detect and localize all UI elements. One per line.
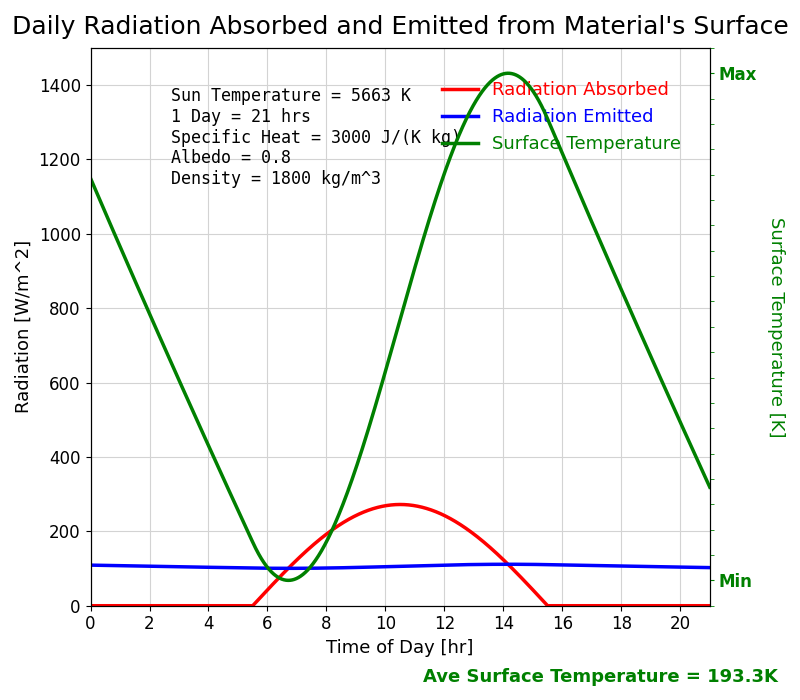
Radiation Absorbed — [251, 598, 261, 606]
Surface Temperature — [284, 576, 294, 584]
Surface Temperature — [705, 483, 714, 491]
Surface Temperature — [148, 316, 158, 325]
Line: Radiation Emitted: Radiation Emitted — [90, 564, 710, 568]
Radiation Emitted — [503, 560, 513, 568]
Legend: Radiation Absorbed, Radiation Emitted, Surface Temperature: Radiation Absorbed, Radiation Emitted, S… — [434, 74, 689, 160]
Radiation Absorbed — [419, 503, 429, 512]
Surface Temperature — [251, 545, 261, 554]
Radiation Absorbed — [395, 500, 405, 509]
Radiation Emitted — [522, 560, 532, 568]
Radiation Absorbed — [705, 601, 714, 610]
Radiation Absorbed — [86, 601, 95, 610]
Radiation Emitted — [148, 562, 158, 570]
Surface Temperature — [296, 572, 306, 580]
X-axis label: Time of Day [hr]: Time of Day [hr] — [326, 639, 474, 657]
Surface Temperature — [503, 69, 513, 78]
Radiation Emitted — [419, 561, 429, 570]
Radiation Absorbed — [148, 601, 158, 610]
Text: Sun Temperature = 5663 K
1 Day = 21 hrs
Specific Heat = 3000 J/(K kg)
Albedo = 0: Sun Temperature = 5663 K 1 Day = 21 hrs … — [171, 87, 461, 188]
Surface Temperature — [419, 231, 429, 239]
Radiation Emitted — [296, 564, 306, 573]
Radiation Absorbed — [295, 552, 305, 561]
Surface Temperature — [522, 80, 532, 88]
Line: Surface Temperature: Surface Temperature — [90, 74, 710, 580]
Radiation Emitted — [251, 564, 261, 573]
Y-axis label: Radiation [W/m^2]: Radiation [W/m^2] — [15, 240, 33, 414]
Radiation Emitted — [284, 564, 294, 573]
Radiation Emitted — [242, 564, 252, 572]
Radiation Absorbed — [242, 601, 252, 610]
Y-axis label: Surface Temperature [K]: Surface Temperature [K] — [767, 216, 785, 437]
Radiation Emitted — [705, 564, 714, 572]
Line: Radiation Absorbed: Radiation Absorbed — [90, 505, 710, 606]
Radiation Emitted — [86, 561, 95, 569]
Surface Temperature — [242, 525, 252, 533]
Surface Temperature — [86, 174, 95, 183]
Title: Daily Radiation Absorbed and Emitted from Material's Surface: Daily Radiation Absorbed and Emitted fro… — [12, 15, 789, 39]
Radiation Absorbed — [522, 580, 532, 588]
Text: Ave Surface Temperature = 193.3K: Ave Surface Temperature = 193.3K — [422, 668, 778, 686]
